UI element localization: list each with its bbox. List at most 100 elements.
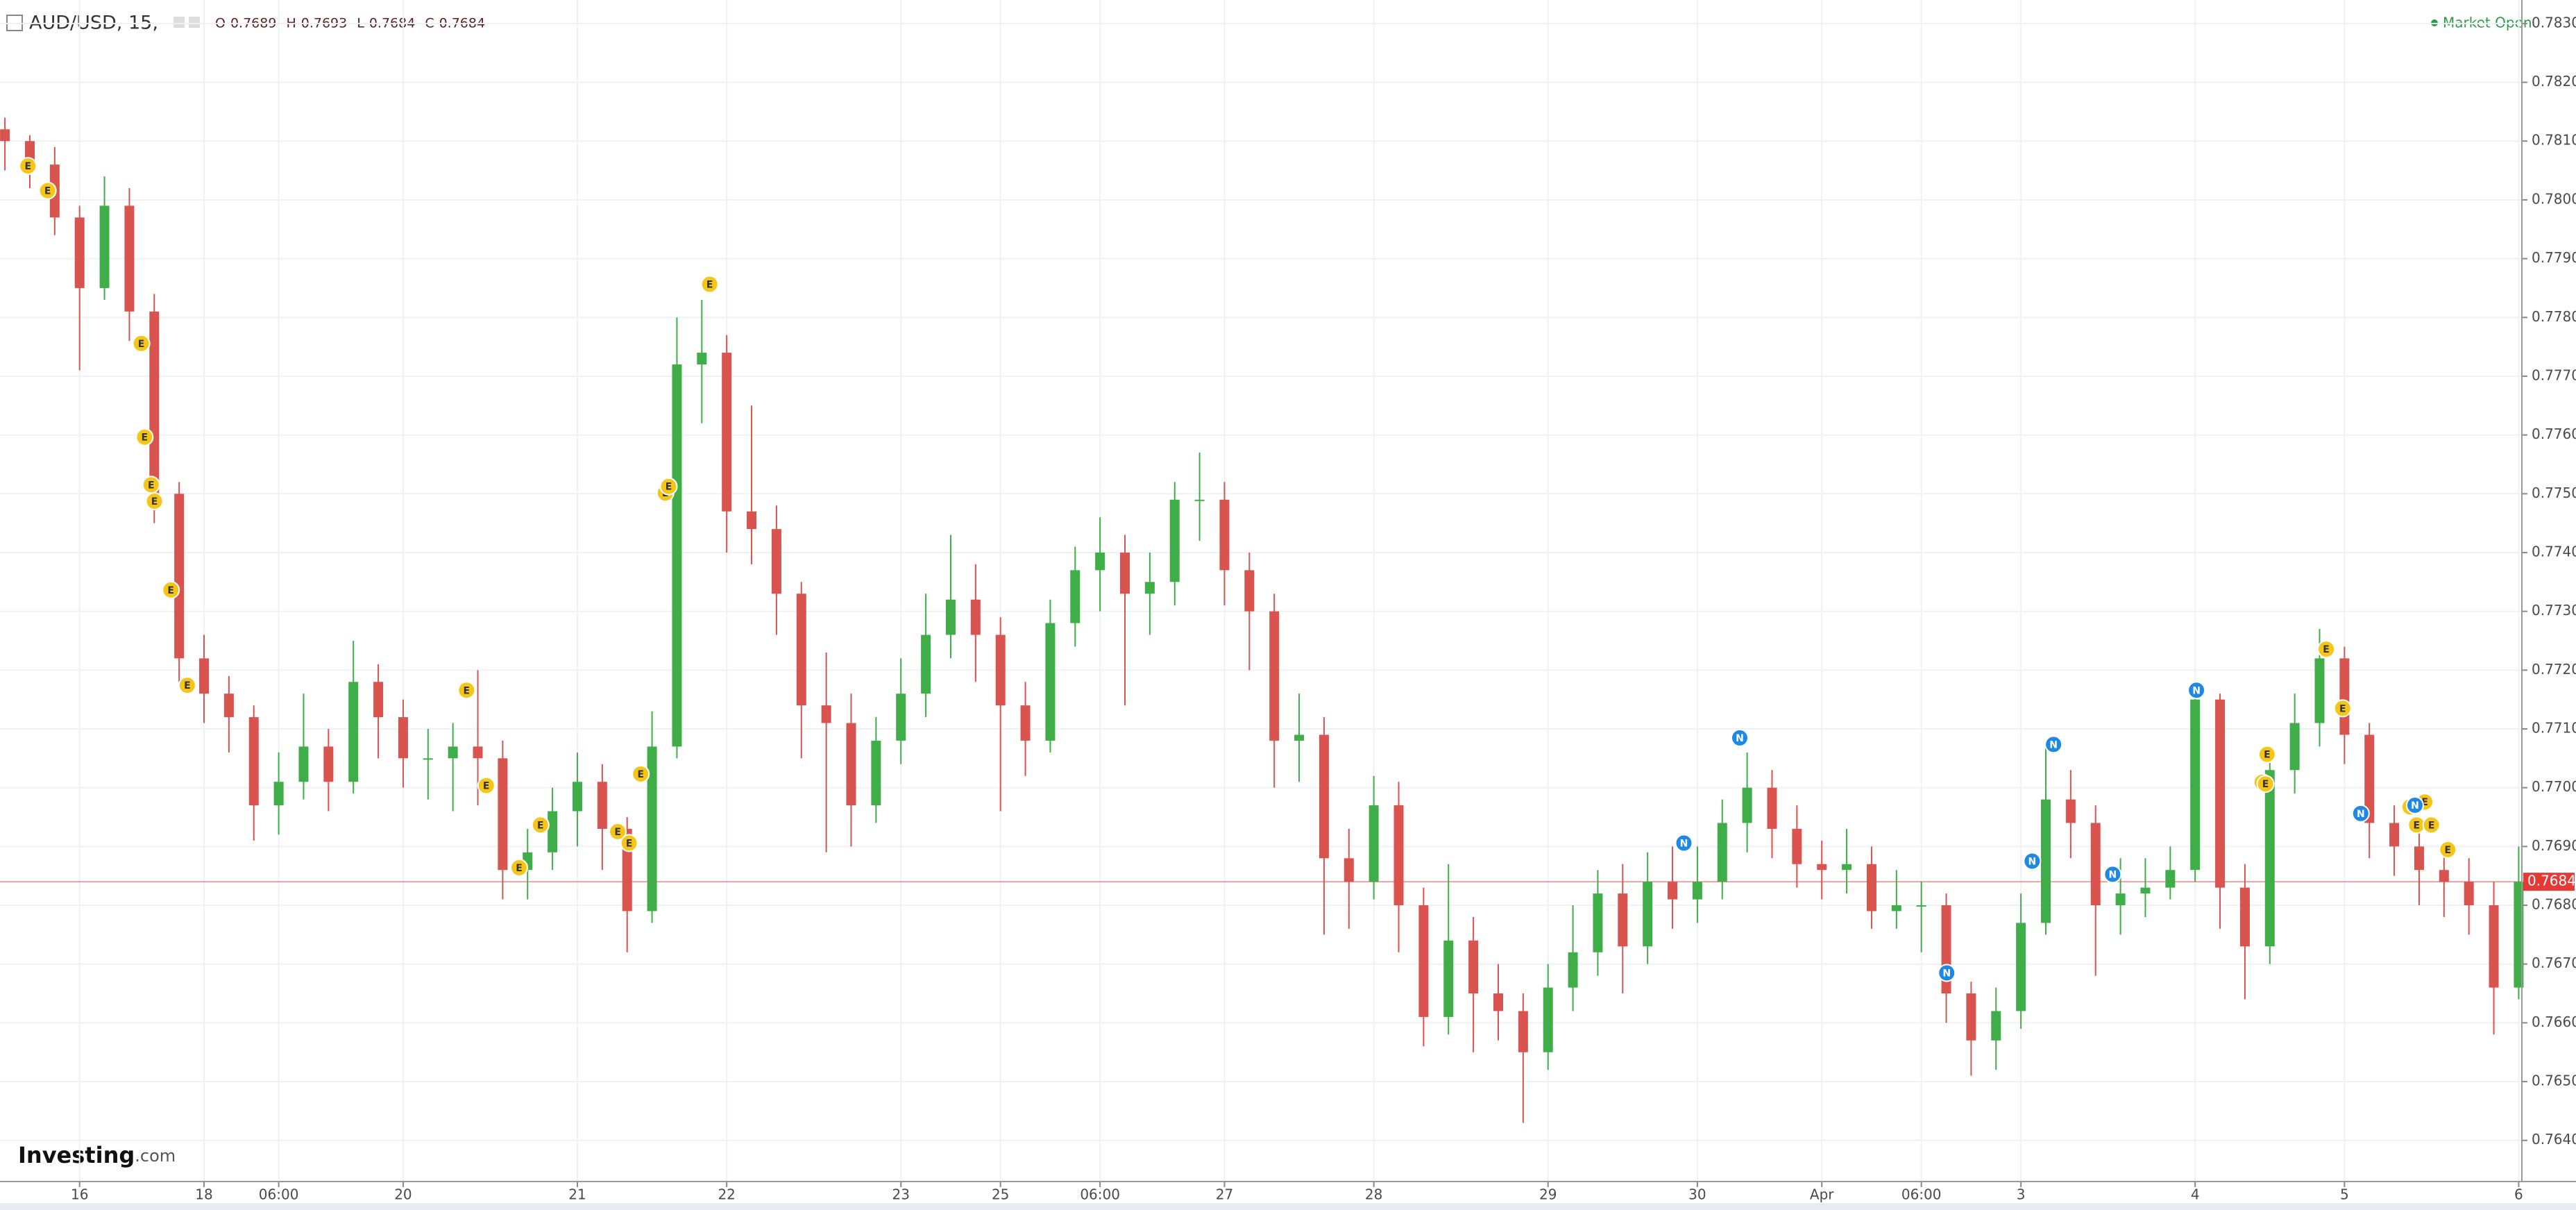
x-tick-label: 28 (1365, 1186, 1382, 1203)
x-tick-label: 18 (195, 1186, 212, 1203)
economic-event-marker (162, 580, 180, 599)
y-tick-label: 0.7750 (2532, 485, 2576, 501)
candle-body (1045, 623, 1056, 741)
plot (0, 0, 2524, 1182)
candle-body (1120, 552, 1130, 594)
candle-body (74, 217, 85, 288)
economic-event-marker (609, 822, 627, 841)
toolbar-icon[interactable] (173, 17, 185, 28)
y-tick-label: 0.7780 (2532, 308, 2576, 325)
event-label: E (464, 685, 471, 696)
x-tick-label: 16 (71, 1186, 88, 1203)
event-label: E (184, 680, 191, 691)
candle-body (1668, 882, 1678, 900)
candle-body (2489, 905, 2499, 988)
candle-body (1144, 582, 1155, 594)
candle-body (248, 717, 259, 806)
market-status: Market Open (2443, 15, 2532, 31)
candle-body (1742, 787, 1752, 823)
candle-body (796, 594, 806, 706)
candle-body (2514, 882, 2524, 988)
candle-body (124, 205, 135, 312)
candle-body (1468, 940, 1479, 994)
news-marker (2405, 796, 2424, 814)
candle-body (1792, 828, 1802, 864)
economic-event-marker (135, 428, 154, 446)
logo: Investing.com (18, 1142, 176, 1168)
candle-body (1991, 1011, 2001, 1041)
candle-body (2065, 799, 2076, 823)
event-label: E (537, 820, 544, 831)
economic-event-marker (659, 477, 678, 496)
candle-body (1593, 893, 1603, 952)
y-tick-label: 0.7730 (2532, 602, 2576, 619)
candle-body (348, 682, 359, 782)
candle-body (2339, 658, 2350, 735)
candle-body (672, 364, 682, 747)
x-tick-label: 5 (2340, 1186, 2349, 1203)
candle-body (1393, 805, 1404, 906)
candle-body (548, 811, 558, 852)
y-tick-label: 0.7800 (2532, 190, 2576, 207)
x-tick-label: 22 (718, 1186, 735, 1203)
candle-body (1368, 805, 1379, 882)
y-tick-label: 0.7690 (2532, 837, 2576, 854)
y-tick-label: 0.7700 (2532, 778, 2576, 795)
candle-body (1891, 905, 1901, 911)
economic-event-marker (19, 157, 37, 176)
y-tick-label: 0.7650 (2532, 1073, 2576, 1089)
toolbar-icon[interactable] (189, 17, 200, 28)
event-label: E (2421, 797, 2428, 808)
candle-body (1493, 993, 1503, 1011)
candle-body (697, 353, 707, 364)
candle-body (223, 694, 234, 718)
event-label: N (1680, 838, 1688, 849)
candle-body (1443, 940, 1454, 1017)
candle-body (1767, 787, 1777, 829)
news-marker (1675, 834, 1693, 852)
x-tick-label: 27 (1216, 1186, 1233, 1203)
candle-body (149, 311, 160, 494)
event-label: E (516, 863, 523, 874)
candle-body (2364, 734, 2375, 823)
economic-event-marker (457, 681, 476, 700)
economic-event-marker (2257, 745, 2276, 764)
candle-body (1866, 864, 1876, 911)
candle-body (597, 782, 607, 829)
event-label: N (2108, 869, 2117, 880)
news-marker (2044, 735, 2063, 754)
economic-event-marker (2439, 840, 2457, 859)
economic-event-marker (632, 764, 650, 783)
event-label: N (1736, 733, 1744, 744)
news-marker (1730, 728, 1749, 747)
y-tick-label: 0.7820 (2532, 73, 2576, 90)
economic-event-marker (620, 834, 638, 852)
event-label: N (2357, 809, 2365, 820)
x-tick-label: 6 (2514, 1186, 2523, 1203)
candle-body (722, 353, 732, 512)
candle-body (896, 694, 906, 741)
x-tick-label: 06:00 (1901, 1186, 1942, 1203)
candle-body (995, 635, 1006, 706)
candle-body (1169, 499, 1180, 582)
logo-brand: Investing (18, 1142, 135, 1168)
event-label: E (2323, 644, 2330, 655)
candle-body (747, 511, 757, 530)
economic-event-marker (510, 858, 529, 877)
candle-body (1817, 864, 1827, 871)
event-label: E (142, 432, 149, 444)
economic-event-marker (2422, 816, 2441, 834)
event-label: E (24, 161, 31, 172)
x-tick-label: 20 (394, 1186, 412, 1203)
candle-body (1643, 882, 1653, 947)
candle-body (423, 758, 433, 760)
news-marker (1938, 964, 1956, 982)
x-tick-label: 06:00 (259, 1186, 299, 1203)
candle-body (970, 599, 981, 635)
event-label: E (637, 769, 644, 780)
event-label: E (148, 480, 155, 491)
candle-body (2239, 887, 2250, 947)
candle-body (448, 746, 458, 759)
event-label: E (666, 482, 672, 493)
